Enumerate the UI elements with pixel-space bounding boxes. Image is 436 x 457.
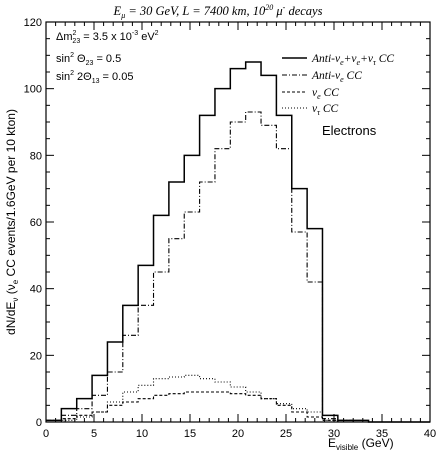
y-tick-label: 120 bbox=[24, 17, 42, 29]
x-tick-label: 10 bbox=[136, 428, 148, 440]
x-axis-label: Evisible (GeV) bbox=[328, 436, 394, 452]
parameter-dm23: Δm2 23 = 3.5 x 10-3 eV2 bbox=[56, 30, 159, 45]
parameter-theta13: sin2 2Θ13 = 0.05 bbox=[56, 70, 133, 85]
y-tick-label: 40 bbox=[30, 284, 42, 296]
series-layer bbox=[46, 61, 430, 423]
legend-label-all: Anti-νe+νe+ντ CC bbox=[311, 53, 394, 67]
parameter-block: Δm2 23 = 3.5 x 10-3 eV2 sin2 Θ23 = 0.5 si… bbox=[56, 30, 159, 85]
y-axis-label: dN/dEν (νe CC events/1.6GeV per 10 kton) bbox=[4, 109, 20, 335]
x-tick-label: 35 bbox=[376, 428, 388, 440]
legend-label-antinue: Anti-νe CC bbox=[311, 70, 362, 84]
legend-label-nutau: ντ CC bbox=[312, 103, 339, 117]
x-tick-label: 40 bbox=[424, 428, 436, 440]
series-3-histogram bbox=[46, 374, 430, 423]
series-0-histogram bbox=[46, 61, 430, 423]
parameter-theta23: sin2 Θ23 = 0.5 bbox=[56, 52, 121, 67]
x-tick-label: 15 bbox=[184, 428, 196, 440]
y-tick-label: 80 bbox=[30, 150, 42, 162]
x-tick-label: 0 bbox=[43, 428, 49, 440]
series-2-histogram bbox=[46, 391, 430, 423]
y-tick-label: 20 bbox=[30, 350, 42, 362]
x-tick-label: 20 bbox=[232, 428, 244, 440]
chart-title: Eμ = 30 GeV, L = 7400 km, 1020 μ- decays bbox=[113, 3, 323, 20]
legend: Anti-νe+νe+ντ CC Anti-νe CC νe CC ντ CC bbox=[282, 53, 394, 117]
legend-label-nue: νe CC bbox=[312, 87, 339, 101]
y-tick-label: 100 bbox=[24, 84, 42, 96]
ticks: 0 5 10 15 20 25 30 35 40 0 20 40 60 80 100 120 bbox=[24, 17, 436, 440]
x-tick-label: 25 bbox=[280, 428, 292, 440]
y-tick-label: 60 bbox=[30, 217, 42, 229]
panel-label: Electrons bbox=[322, 123, 377, 138]
x-tick-label: 30 bbox=[328, 428, 340, 440]
x-tick-label: 5 bbox=[91, 428, 97, 440]
series-1-histogram bbox=[46, 111, 430, 423]
y-tick-label: 0 bbox=[36, 417, 42, 429]
